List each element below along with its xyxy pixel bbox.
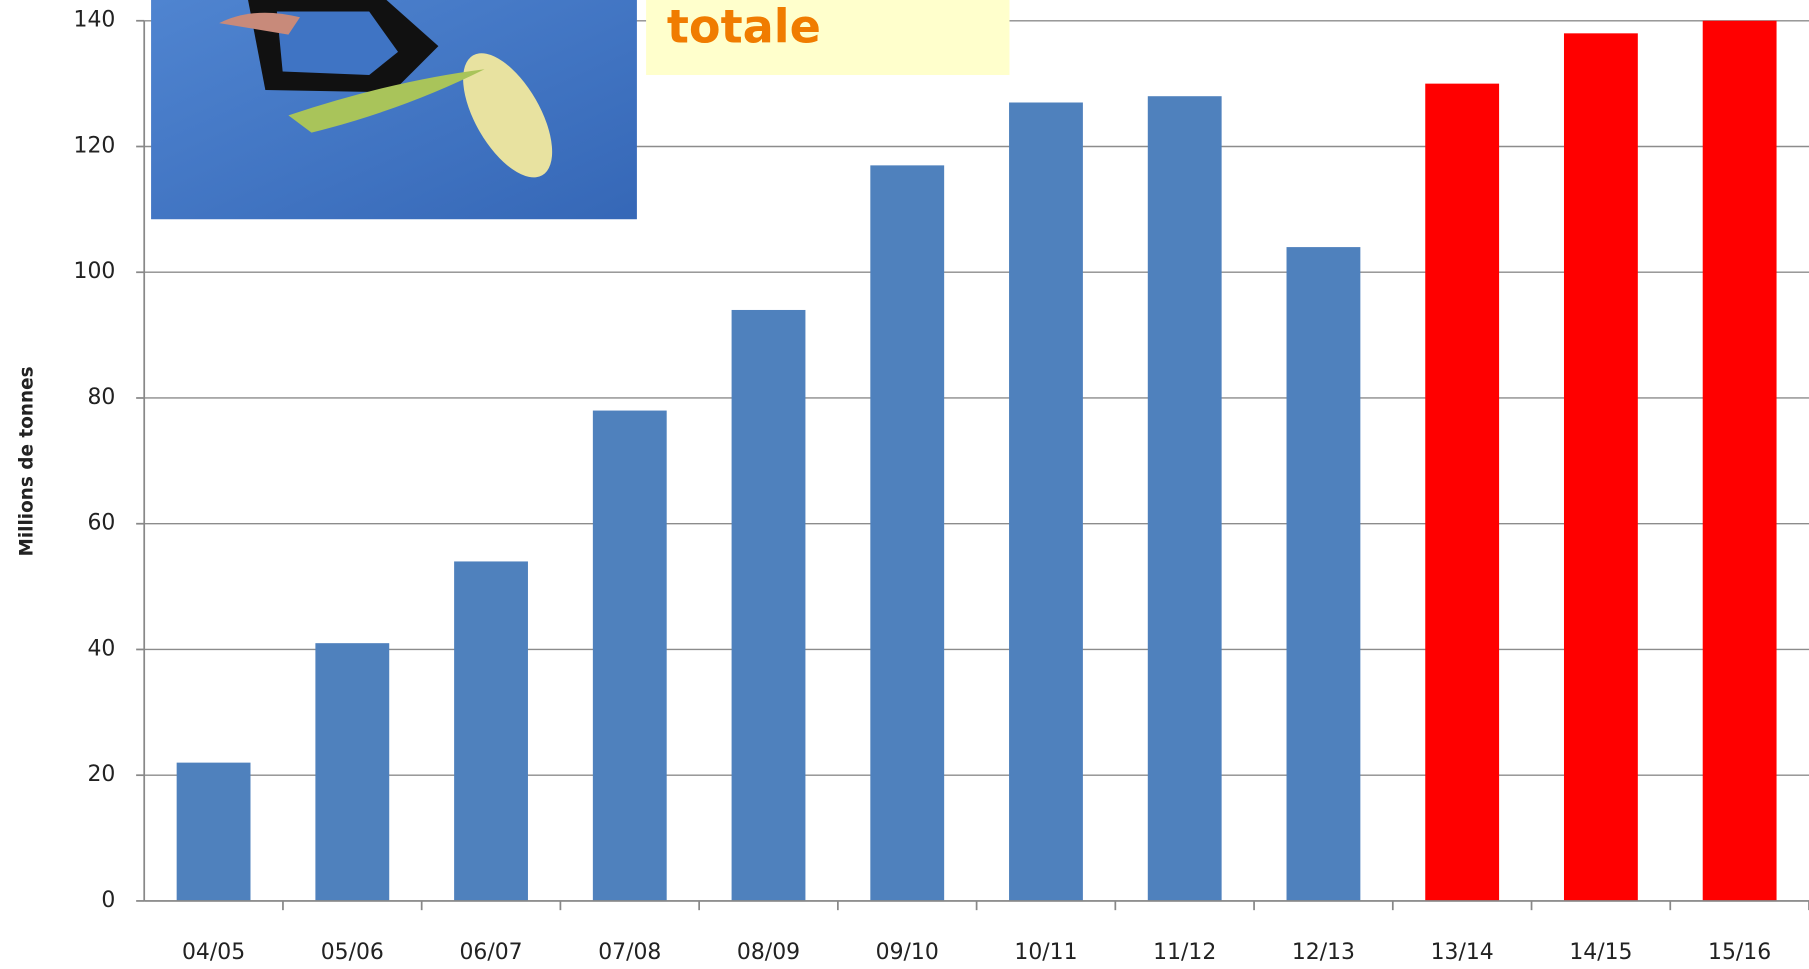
- annotation: totale: [667, 0, 821, 53]
- bar: [1148, 96, 1222, 901]
- y-axis-label: Millions de tonnes: [17, 366, 38, 556]
- x-tick-label: 14/15: [1569, 940, 1632, 965]
- photo: [151, 0, 637, 219]
- bar: [1564, 33, 1638, 901]
- bar: [177, 763, 251, 901]
- x-tick-label: 10/11: [1014, 940, 1077, 965]
- y-tick-label: 140: [74, 8, 116, 33]
- y-tick-label: 0: [101, 888, 115, 913]
- x-tick-label: 04/05: [182, 940, 245, 965]
- x-tick-label: 15/16: [1708, 940, 1771, 965]
- bar: [1703, 21, 1777, 901]
- x-tick-label: 12/13: [1292, 940, 1355, 965]
- bar: [732, 310, 806, 901]
- bar: [593, 411, 667, 901]
- x-tick-label: 07/08: [598, 940, 661, 965]
- bar: [1287, 247, 1361, 901]
- x-tick-label: 09/10: [876, 940, 939, 965]
- x-tick-label: 13/14: [1431, 940, 1494, 965]
- y-tick-label: 100: [74, 259, 116, 284]
- bar: [1425, 84, 1499, 901]
- bar: [1009, 102, 1083, 900]
- x-tick-label: 05/06: [321, 940, 384, 965]
- chart: totale Millions de tonnes 0 20 40 60 80 100 12…: [0, 0, 1809, 969]
- x-tick-label: 06/07: [459, 940, 522, 965]
- x-tick-label: 11/12: [1153, 940, 1216, 965]
- bar: [454, 561, 528, 900]
- y-tick-label: 20: [87, 762, 115, 787]
- bar: [315, 643, 389, 901]
- x-tick-label: 08/09: [737, 940, 800, 965]
- bar: [870, 165, 944, 901]
- y-tick-label: 40: [87, 636, 115, 661]
- annotation-box: totale: [646, 0, 1009, 75]
- y-tick-label: 120: [74, 134, 116, 159]
- y-tick-label: 60: [87, 511, 115, 536]
- y-tick-label: 80: [87, 385, 115, 410]
